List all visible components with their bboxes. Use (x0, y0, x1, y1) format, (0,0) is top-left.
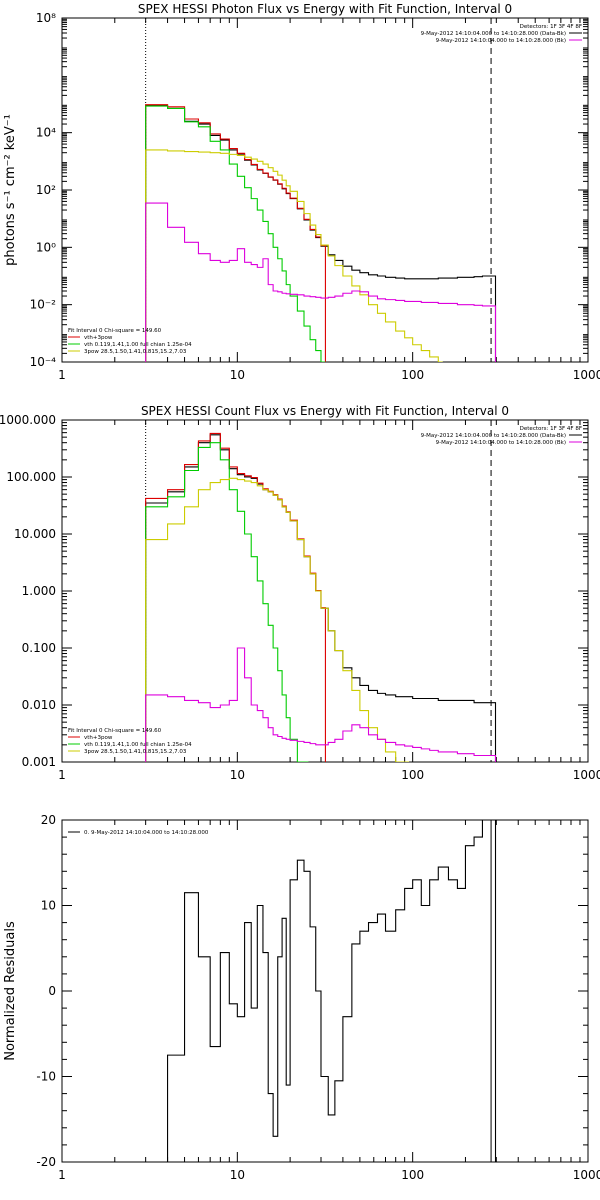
y-tick-label: 10⁸ (36, 11, 56, 25)
y-tick-label: 0.100 (22, 641, 56, 655)
legend-top-right-text: Detectors: 1F 3F 4F 8F (520, 426, 582, 432)
x-tick-label: 100 (401, 768, 424, 782)
y-tick-label: 10² (36, 183, 56, 197)
y-axis-label: Normalized Residuals (3, 921, 18, 1061)
x-tick-label: 10 (230, 768, 245, 782)
y-tick-label: 10⁰ (36, 240, 56, 254)
y-tick-label: 10.000 (14, 527, 56, 541)
panel-0: SPEX HESSI Photon Flux vs Energy with Fi… (3, 2, 600, 382)
x-tick-label: 1 (58, 1168, 66, 1182)
y-tick-label: 1000.000 (0, 413, 56, 427)
legend-bottom-left-text: 3pow 28.5,1.50,1.41,0.815,15.2,7.03 (84, 749, 187, 755)
legend-bottom-left-text: vth 0.119,1.41,1.00 full chian 1.25e-04 (84, 742, 192, 748)
legend-bottom-left-text: vth+3pow (84, 735, 113, 741)
y-tick-label: 0.001 (22, 755, 56, 769)
y-tick-label: 100.000 (6, 470, 56, 484)
y-axis-label: photons s⁻¹ cm⁻² keV⁻¹ (3, 114, 18, 266)
y-tick-label: 0 (48, 984, 56, 998)
y-tick-label: 0.010 (22, 698, 56, 712)
y-tick-label: -20 (36, 1155, 56, 1169)
panel-2: 1 10 100 1000 -20 -10 0 10 20 Normalized Residual… (3, 813, 600, 1182)
series-0-line (145, 104, 497, 362)
y-tick-label: 10⁴ (36, 126, 56, 140)
x-tick-label: 10 (230, 368, 245, 382)
x-tick-label: 1000 (573, 1168, 600, 1182)
legend-bottom-left-text: vth 0.119,1.41,1.00 full chian 1.25e-04 (84, 342, 192, 348)
series-4-line (145, 647, 497, 762)
series-2-line (145, 442, 309, 762)
legend-top-right-text: 9-May-2012 14:10:04.000 to 14:10:28.000 … (421, 31, 566, 37)
x-tick-label: 100 (401, 368, 424, 382)
legend-top-left-text: 0. 9-May-2012 14:10:04.000 to 14:10:28.0… (84, 830, 209, 836)
y-tick-label: 20 (41, 813, 56, 827)
legend-top-right-text: 9-May-2012 14:10:04.000 to 14:10:28.000 … (436, 38, 566, 44)
x-tick-label: 1000 (573, 768, 600, 782)
series-2-line (145, 105, 326, 362)
y-tick-label: 10⁻⁴ (30, 355, 57, 369)
legend-bottom-left-text: Fit Interval 0 Chi-square = 149.60 (68, 328, 162, 334)
y-tick-label: -10 (36, 1070, 56, 1084)
x-tick-label: 1 (58, 368, 66, 382)
x-tick-label: 100 (401, 1168, 424, 1182)
y-tick-label: 10⁻² (30, 298, 57, 312)
y-tick-label: 10 (41, 899, 56, 913)
series-0-line (145, 820, 497, 1162)
legend-bottom-left-text: vth+3pow (84, 335, 113, 341)
chart-title: SPEX HESSI Count Flux vs Energy with Fit… (141, 404, 509, 418)
legend-top-right-text: Detectors: 1F 3F 4F 8F (520, 24, 582, 30)
panel-1: SPEX HESSI Count Flux vs Energy with Fit… (0, 404, 600, 782)
x-tick-label: 10 (230, 1168, 245, 1182)
series-3-line (145, 477, 410, 762)
x-tick-label: 1000 (573, 368, 600, 382)
legend-bottom-left-text: 3pow 28.5,1.50,1.41,0.815,15.2,7.03 (84, 349, 187, 355)
series-4-line (145, 202, 497, 362)
legend-top-right-text: 9-May-2012 14:10:04.000 to 14:10:28.000 … (436, 440, 566, 446)
series-3-line (145, 149, 443, 362)
x-tick-label: 1 (58, 768, 66, 782)
plot-frame (61, 819, 589, 1163)
series-1-line (145, 432, 326, 762)
series-1-line (145, 104, 326, 362)
legend-top-right-text: 9-May-2012 14:10:04.000 to 14:10:28.000 … (421, 433, 566, 439)
legend-bottom-left-text: Fit Interval 0 Chi-square = 149.60 (68, 728, 162, 734)
y-tick-label: 1.000 (22, 584, 56, 598)
chart-title: SPEX HESSI Photon Flux vs Energy with Fi… (138, 2, 512, 16)
